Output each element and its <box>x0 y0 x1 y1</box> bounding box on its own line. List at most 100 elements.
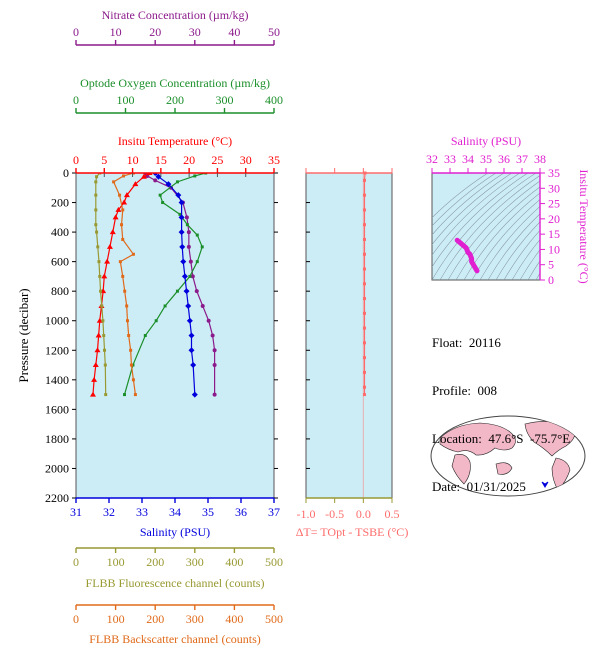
delta-tick-label: -0.5 <box>325 507 344 521</box>
oxygen-tick-label: 0 <box>73 93 79 107</box>
ts-y-tick-label: 30 <box>548 181 560 195</box>
salinity-point <box>152 173 159 176</box>
delta-point <box>362 178 366 182</box>
backscatter-point <box>131 173 135 175</box>
map-land-southamerica <box>551 457 571 491</box>
oxygen-point <box>143 334 147 337</box>
backscatter-point <box>122 174 126 178</box>
delta-point <box>362 356 366 360</box>
temperature-tick-label: 0 <box>73 153 79 167</box>
ts-y-tick-label: 10 <box>548 242 560 256</box>
nitrate-point <box>190 274 195 279</box>
backscatter-profile-line <box>112 173 136 395</box>
ts-x-tick-label: 34 <box>462 152 474 166</box>
ts-y-tick-label: 35 <box>548 166 560 180</box>
delta-point <box>362 297 366 301</box>
salinity-point <box>175 192 182 199</box>
ts-density-contour <box>432 173 521 256</box>
nitrate-tick-label: 20 <box>149 25 161 39</box>
pressure-tick-label: 1800 <box>45 432 69 446</box>
delta-point <box>362 267 366 271</box>
ts-density-contour <box>511 239 540 280</box>
ts-density-contour <box>535 272 540 280</box>
oxygen-point <box>195 260 199 264</box>
salinity-point <box>178 199 185 206</box>
backscatter-point <box>112 180 116 184</box>
backscatter-tick-label: 200 <box>146 612 164 626</box>
fluorescence-point <box>98 274 102 278</box>
delta-layer: -1.0 -0.5 0.0 0.5 ΔT= TOpt - TSBE (°C) <box>296 168 409 539</box>
location-value: 47.6°S -75.7°E <box>488 431 571 446</box>
fluorescence-point <box>104 393 108 397</box>
float-value: 20116 <box>468 335 501 350</box>
delta-axis-label: ΔT= TOpt - TSBE (°C) <box>296 525 409 539</box>
nitrate-point <box>210 333 215 338</box>
delta-point <box>362 393 366 397</box>
nitrate-point <box>194 289 199 294</box>
temperature-point <box>140 173 147 179</box>
salinity-point <box>191 391 198 398</box>
pressure-tick-label: 600 <box>51 255 69 269</box>
fluorescence-point <box>95 175 99 179</box>
ts-density-contour <box>439 175 540 280</box>
temperature-point <box>106 243 113 249</box>
ts-density-contour <box>447 180 540 280</box>
backscatter-point <box>121 208 125 212</box>
temperature-point <box>123 192 130 198</box>
fluorescence-tick-label: 500 <box>265 555 283 569</box>
temperature-point <box>94 347 101 353</box>
fluorescence-point <box>94 208 98 212</box>
backscatter-point <box>129 363 133 367</box>
fluorescence-point <box>94 180 98 184</box>
ts-density-contour <box>519 249 540 280</box>
temperature-point <box>89 391 96 397</box>
backscatter-tick-label: 400 <box>225 612 243 626</box>
oxygen-point <box>175 289 179 293</box>
pressure-tick-label: 400 <box>51 225 69 239</box>
oxygen-axis-label: Optode Oxygen Concentration (µm/kg) <box>80 76 270 90</box>
profile-value: 008 <box>477 383 498 398</box>
oxygen-point <box>163 304 167 308</box>
pressure-tick-label: 1600 <box>45 402 69 416</box>
fluorescence-tick-label: 100 <box>107 555 125 569</box>
ts-x-tick-label: 36 <box>498 152 510 166</box>
delta-point <box>362 326 366 330</box>
backscatter-point <box>125 304 129 308</box>
salinity-point <box>185 302 192 309</box>
delta-point <box>362 341 366 345</box>
fluorescence-point <box>97 260 101 264</box>
ts-density-contour <box>432 173 537 280</box>
salinity-point <box>178 229 185 236</box>
delta-point <box>362 237 366 241</box>
temperature-point <box>96 317 103 323</box>
temperature-point <box>121 199 128 205</box>
nitrate-point <box>186 230 191 235</box>
fluorescence-tick-label: 300 <box>186 555 204 569</box>
backscatter-point <box>131 252 135 256</box>
nitrate-point <box>212 363 217 368</box>
nitrate-tick-label: 0 <box>73 25 79 39</box>
date-row: Date: 01/31/2025 <box>432 479 570 495</box>
main-axes: 0200400600800100012001400160018002000220… <box>16 8 283 646</box>
salinity-tick-label: 35 <box>202 505 214 519</box>
ts-y-tick-label: 0 <box>548 273 554 287</box>
salinity-tick-label: 33 <box>136 505 148 519</box>
temperature-tick-label: 35 <box>268 153 280 167</box>
ts-density-contour <box>432 173 529 268</box>
salinity-tick-label: 36 <box>235 505 247 519</box>
salinity-point <box>155 173 162 180</box>
oxygen-tick-label: 200 <box>166 93 184 107</box>
salinity-point <box>179 243 186 250</box>
backscatter-point <box>118 193 122 197</box>
pressure-tick-label: 1400 <box>45 373 69 387</box>
oxygen-point <box>178 212 182 216</box>
temperature-point <box>132 181 139 187</box>
ts-x-tick-label: 35 <box>480 152 492 166</box>
delta-tick-label: 0.5 <box>385 507 400 521</box>
ts-density-contour <box>432 173 497 227</box>
backscatter-tick-label: 100 <box>107 612 125 626</box>
nitrate-point <box>200 303 205 308</box>
temperature-point <box>95 332 102 338</box>
backscatter-point <box>133 393 137 397</box>
nitrate-point <box>184 215 189 220</box>
